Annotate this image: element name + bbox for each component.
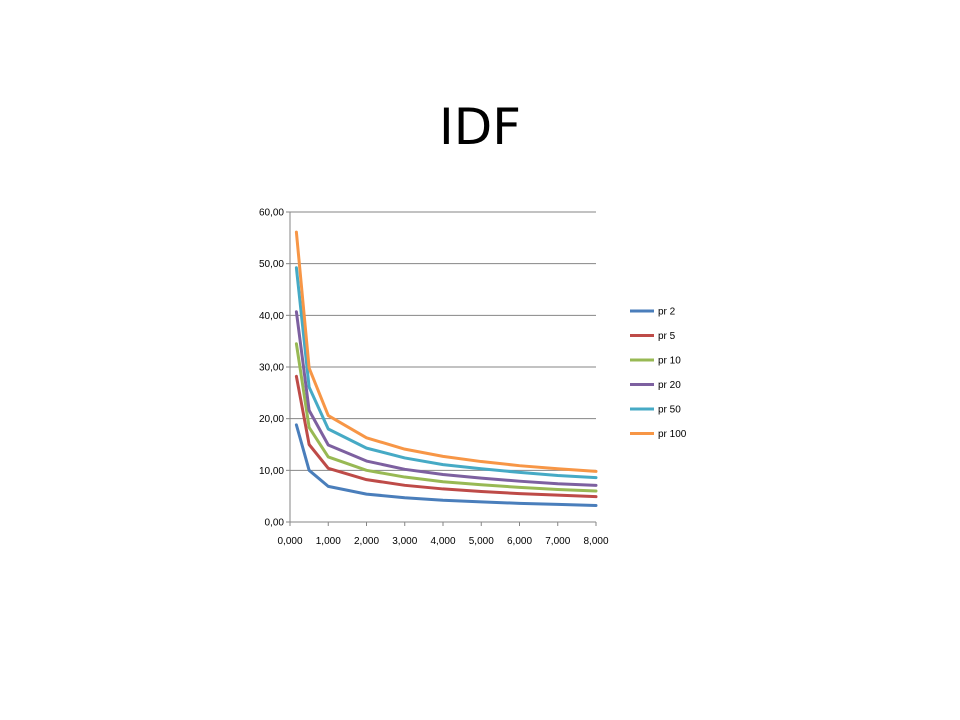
series-pr-50 [294,266,598,480]
legend-label: pr 50 [658,405,681,416]
legend-item: pr 2 [630,307,676,318]
legend-label: pr 2 [658,307,676,318]
x-tick-label: 6,000 [507,536,532,547]
y-tick-label: 20,00 [259,414,284,425]
axes [286,211,597,526]
x-tick-label: 1,000 [316,536,341,547]
series-pr-5 [294,374,598,499]
legend-item: pr 5 [630,331,676,342]
series-line [294,374,598,499]
x-tick-label: 2,000 [354,536,379,547]
slide-title: IDF [438,98,521,156]
series-line [294,310,598,487]
x-tick-label: 0,000 [277,536,302,547]
series-line [294,342,598,493]
series-pr-10 [294,342,598,493]
legend-item: pr 20 [630,380,681,391]
series-line [294,230,598,473]
x-tick-label: 4,000 [430,536,455,547]
y-tick-label: 10,00 [259,466,284,477]
y-tick-label: 60,00 [259,208,284,219]
y-tick-label: 50,00 [259,259,284,270]
legend-label: pr 100 [658,429,687,440]
series-pr-100 [294,230,598,473]
legend: pr 2 pr 5 pr 10 pr 20 pr 50 pr 100 [630,307,687,440]
legend-label: pr 20 [658,380,681,391]
x-tick-label: 8,000 [583,536,608,547]
x-tick-label: 5,000 [469,536,494,547]
y-tick-label: 30,00 [259,363,284,374]
legend-item: pr 10 [630,356,681,367]
series-pr-20 [294,310,598,487]
tick-labels: 0,00 10,00 20,00 30,00 40,00 50,00 60,00 0,000 1… [259,208,609,548]
series-line [294,266,598,480]
legend-label: pr 5 [658,331,676,342]
y-tick-label: 0,00 [265,518,285,529]
series-line [294,423,598,507]
x-tick-label: 3,000 [392,536,417,547]
series-lines [294,230,598,507]
series-pr-2 [294,423,598,507]
x-tick-label: 7,000 [545,536,570,547]
legend-item: pr 50 [630,405,681,416]
y-tick-label: 40,00 [259,311,284,322]
legend-item: pr 100 [630,429,687,440]
legend-label: pr 10 [658,356,681,367]
